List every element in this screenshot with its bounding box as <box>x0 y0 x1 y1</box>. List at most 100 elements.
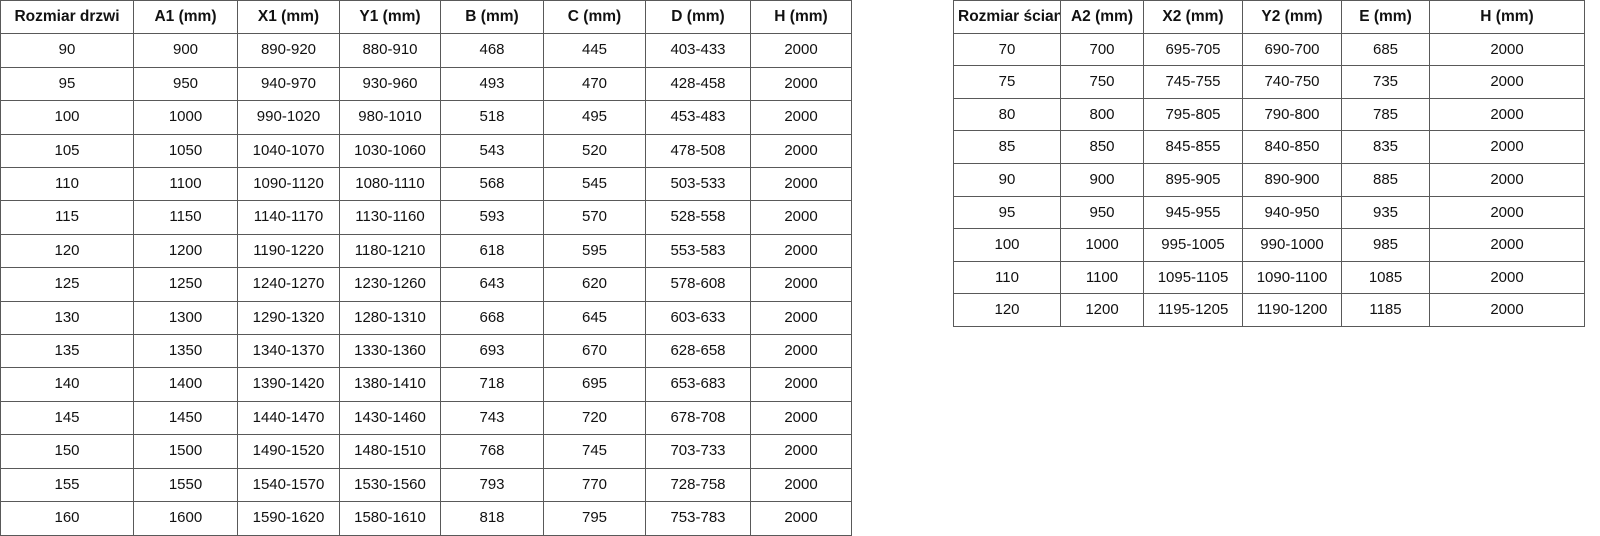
table-cell: 790-800 <box>1242 97 1342 132</box>
table-cell: 125 <box>0 267 134 302</box>
table-cell: 528-558 <box>645 200 751 235</box>
column-header-6: H (mm) <box>1429 0 1585 34</box>
table-cell: 728-758 <box>645 467 751 503</box>
table-cell: 520 <box>543 133 646 169</box>
table-cell: 2000 <box>750 233 852 269</box>
table-cell: 2000 <box>750 200 852 235</box>
table-cell: 1440-1470 <box>237 400 340 436</box>
table-cell: 645 <box>543 300 646 336</box>
column-header-4: Y1 (mm) <box>339 0 441 35</box>
table-cell: 900 <box>133 33 238 68</box>
table-cell: 620 <box>543 267 646 302</box>
table-cell: 1190-1220 <box>237 233 340 269</box>
table-cell: 578-608 <box>645 267 751 302</box>
table-cell: 700 <box>1060 32 1144 67</box>
table-cell: 155 <box>0 467 134 503</box>
table-cell: 1200 <box>133 233 238 269</box>
table-cell: 720 <box>543 400 646 436</box>
table-cell: 1490-1520 <box>237 434 340 469</box>
table-cell: 2000 <box>750 434 852 469</box>
table-cell: 2000 <box>1429 293 1585 327</box>
table-cell: 75 <box>953 65 1061 99</box>
table-cell: 110 <box>953 260 1061 295</box>
table-cell: 743 <box>440 400 544 436</box>
table-row: 110 1100 1095-1105 1090-1100 1085 2000 <box>953 260 1585 295</box>
table-cell: 70 <box>953 32 1061 67</box>
column-header-5: B (mm) <box>440 0 544 35</box>
table-row: 120 1200 1195-1205 1190-1200 1185 2000 <box>953 293 1585 327</box>
table-row: 130 1300 1290-1320 1280-1310 668 645 603-633 20… <box>0 300 852 336</box>
table-cell: 1580-1610 <box>339 501 441 536</box>
table-cell: 1100 <box>1060 260 1144 295</box>
table-cell: 690-700 <box>1242 32 1342 67</box>
table-cell: 1050 <box>133 133 238 169</box>
table-cell: 2000 <box>1429 65 1585 99</box>
table-cell: 1080-1110 <box>339 167 441 202</box>
table-row: 100 1000 995-1005 990-1000 985 2000 <box>953 228 1585 262</box>
table-cell: 1600 <box>133 501 238 536</box>
table-cell: 1040-1070 <box>237 133 340 169</box>
table-cell: 2000 <box>750 100 852 135</box>
wall-size-table: Rozmiar ściankiA2 (mm)X2 (mm)Y2 (mm)E (m… <box>953 0 1585 327</box>
table-cell: 795 <box>543 501 646 536</box>
table-cell: 768 <box>440 434 544 469</box>
table-cell: 890-920 <box>237 33 340 68</box>
table-cell: 678-708 <box>645 400 751 436</box>
table-cell: 1130-1160 <box>339 200 441 235</box>
table-cell: 795-805 <box>1143 97 1243 132</box>
table-cell: 845-855 <box>1143 130 1243 164</box>
table-cell: 2000 <box>750 400 852 436</box>
table-row: 75 750 745-755 740-750 735 2000 <box>953 65 1585 99</box>
table-cell: 1400 <box>133 367 238 402</box>
table-row: 150 1500 1490-1520 1480-1510 768 745 703-733 20… <box>0 434 852 469</box>
table-cell: 543 <box>440 133 544 169</box>
table-row: 95 950 945-955 940-950 935 2000 <box>953 195 1585 230</box>
table-cell: 895-905 <box>1143 162 1243 197</box>
column-header-2: A2 (mm) <box>1060 0 1144 34</box>
table-cell: 1090-1120 <box>237 167 340 202</box>
table-cell: 1550 <box>133 467 238 503</box>
table-cell: 740-750 <box>1242 65 1342 99</box>
table-cell: 990-1000 <box>1242 228 1342 262</box>
table-cell: 135 <box>0 334 134 369</box>
table-cell: 593 <box>440 200 544 235</box>
table-cell: 1230-1260 <box>339 267 441 302</box>
table-cell: 130 <box>0 300 134 336</box>
table-cell: 1100 <box>133 167 238 202</box>
table-cell: 750 <box>1060 65 1144 99</box>
table-cell: 793 <box>440 467 544 503</box>
column-header-4: Y2 (mm) <box>1242 0 1342 34</box>
table-header-row: Rozmiar ściankiA2 (mm)X2 (mm)Y2 (mm)E (m… <box>953 0 1585 34</box>
table-row: 90 900 890-920 880-910 468 445 403-433 2000 <box>0 33 852 68</box>
table-row: 135 1350 1340-1370 1330-1360 693 670 628-658 20… <box>0 334 852 369</box>
table-cell: 478-508 <box>645 133 751 169</box>
table-cell: 1185 <box>1341 293 1430 327</box>
table-cell: 703-733 <box>645 434 751 469</box>
table-row: 105 1050 1040-1070 1030-1060 543 520 478-508 20… <box>0 133 852 169</box>
table-cell: 1500 <box>133 434 238 469</box>
column-header-5: E (mm) <box>1341 0 1430 34</box>
table-cell: 1150 <box>133 200 238 235</box>
table-row: 155 1550 1540-1570 1530-1560 793 770 728-758 20… <box>0 467 852 503</box>
table-cell: 940-970 <box>237 66 340 102</box>
table-cell: 745-755 <box>1143 65 1243 99</box>
table-cell: 643 <box>440 267 544 302</box>
table-cell: 2000 <box>750 267 852 302</box>
table-cell: 1430-1460 <box>339 400 441 436</box>
table-cell: 1450 <box>133 400 238 436</box>
table-cell: 1330-1360 <box>339 334 441 369</box>
table-cell: 140 <box>0 367 134 402</box>
door-table-body: 90 900 890-920 880-910 468 445 403-433 2000 95 95… <box>0 33 852 536</box>
table-cell: 880-910 <box>339 33 441 68</box>
table-cell: 160 <box>0 501 134 536</box>
table-cell: 818 <box>440 501 544 536</box>
column-header-8: H (mm) <box>750 0 852 35</box>
table-cell: 2000 <box>750 501 852 536</box>
table-cell: 603-633 <box>645 300 751 336</box>
table-cell: 90 <box>0 33 134 68</box>
table-cell: 900 <box>1060 162 1144 197</box>
table-cell: 670 <box>543 334 646 369</box>
table-row: 140 1400 1390-1420 1380-1410 718 695 653-683 20… <box>0 367 852 402</box>
table-cell: 1085 <box>1341 260 1430 295</box>
